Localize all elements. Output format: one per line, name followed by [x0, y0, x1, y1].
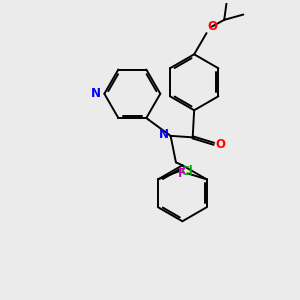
Text: N: N [159, 128, 169, 142]
Text: Cl: Cl [181, 165, 194, 178]
Text: F: F [178, 167, 186, 180]
Text: O: O [216, 138, 226, 151]
Text: O: O [208, 20, 218, 32]
Text: N: N [91, 87, 101, 100]
